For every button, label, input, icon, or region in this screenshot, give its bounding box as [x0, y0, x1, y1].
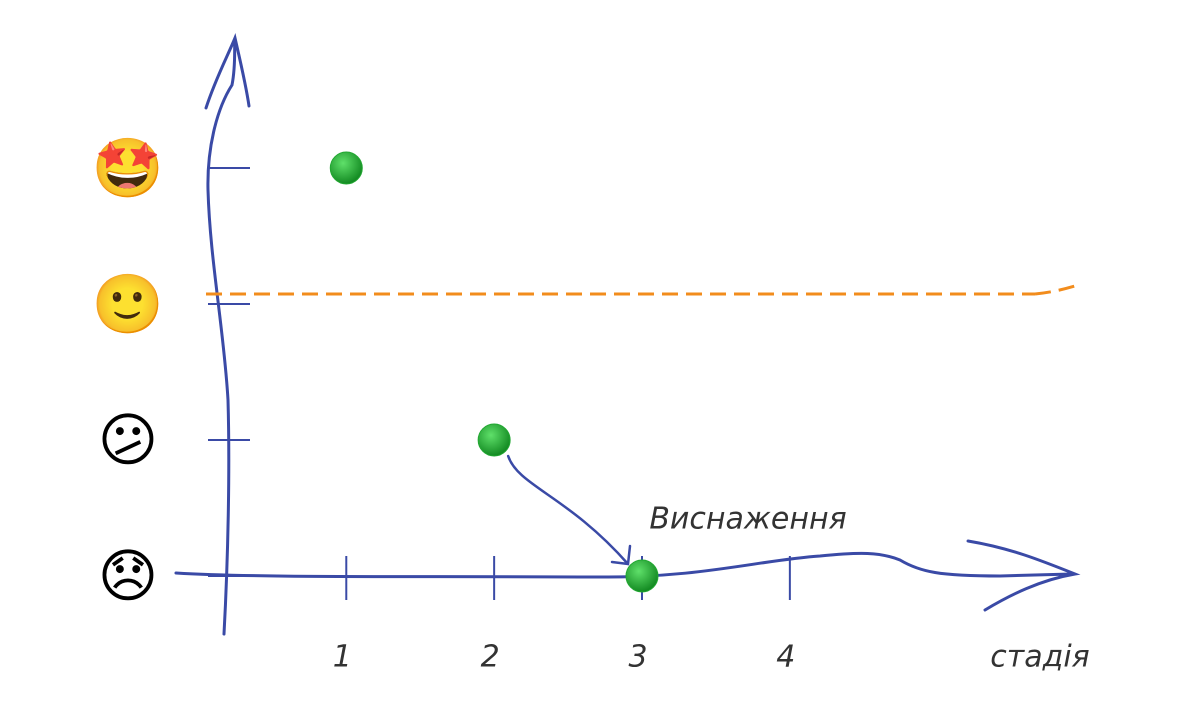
annotation-arrow: [506, 454, 632, 566]
x-tick-label: 2: [481, 640, 500, 675]
point: [329, 151, 363, 185]
point: [625, 559, 659, 593]
annotation: Виснаження: [649, 502, 846, 537]
x-axis: [174, 539, 1081, 612]
y-axis: [204, 33, 251, 636]
y-tick-label: 😕: [98, 406, 158, 474]
reference-line-tail: [1034, 284, 1076, 296]
x-axis-label: стадія: [990, 640, 1089, 675]
point: [477, 423, 511, 457]
x-tick-label: 4: [776, 640, 795, 675]
x-tick-label: 3: [628, 640, 647, 675]
y-tick-label: 🤩: [92, 134, 164, 202]
x-tick-label: 1: [333, 640, 352, 675]
y-tick-label: 😞: [98, 542, 158, 610]
y-tick-label: 🙂: [92, 270, 164, 338]
